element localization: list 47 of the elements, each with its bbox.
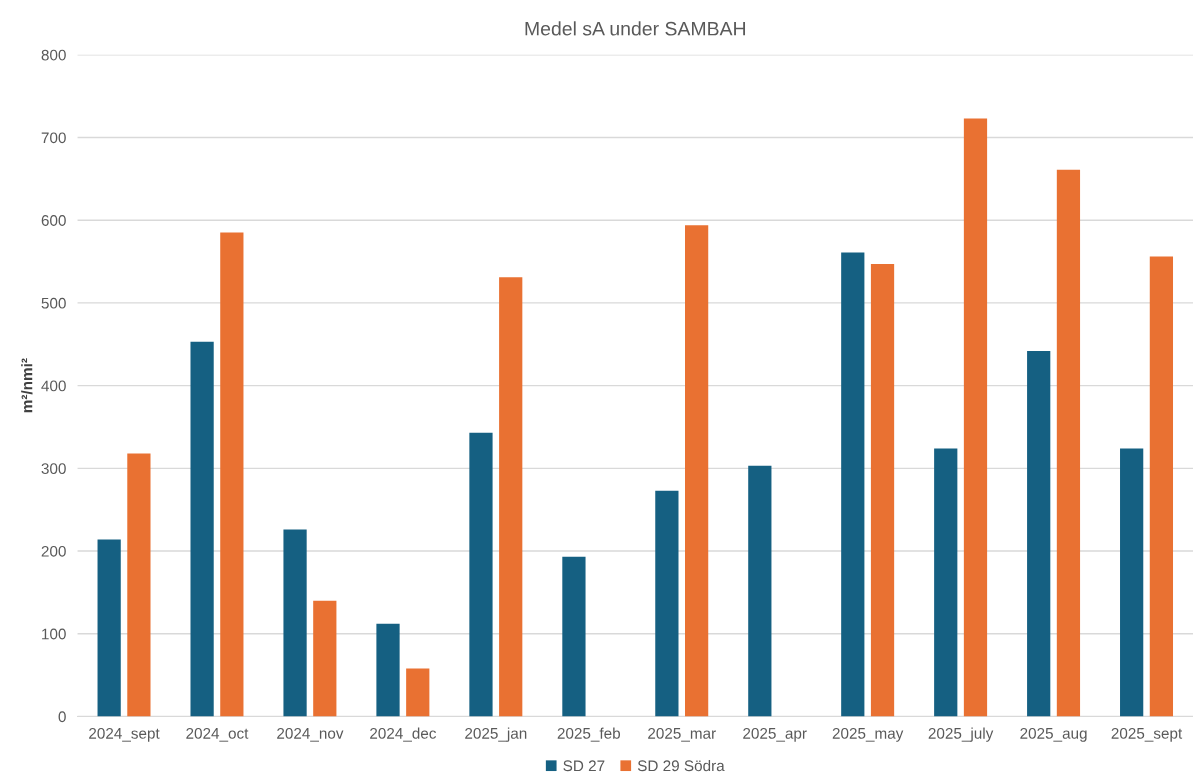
bar — [97, 539, 121, 717]
y-tick-label: 300 — [41, 463, 66, 475]
y-tick-label: 700 — [41, 132, 66, 144]
x-tick-label: 2025_feb — [557, 727, 621, 742]
bar — [1027, 350, 1051, 717]
y-tick-label: 600 — [41, 215, 66, 226]
x-tick-label: 2024_oct — [186, 727, 249, 742]
x-tick-label: 2025_apr — [743, 727, 807, 742]
bar — [283, 529, 307, 717]
bar — [1056, 169, 1081, 717]
chart-title: Medel sA under SAMBAH — [525, 21, 746, 36]
bar — [220, 232, 244, 717]
y-tick-label: 400 — [41, 380, 66, 392]
x-tick-label: 2025_jan — [465, 727, 527, 742]
y-tick-label: 500 — [41, 297, 66, 309]
bar — [127, 453, 151, 717]
bar — [376, 623, 400, 717]
x-tick-label: 2024_dec — [370, 727, 437, 742]
x-tick-label: 2025_sept — [1111, 727, 1183, 742]
bar — [406, 668, 430, 717]
x-tick-label: 2025_mar — [648, 727, 716, 742]
bar — [1120, 448, 1144, 717]
y-tick-label: 0 — [58, 711, 66, 723]
bar — [190, 341, 214, 717]
bar — [313, 600, 337, 717]
x-tick-label: 2024_sept — [89, 727, 160, 742]
bar — [1149, 256, 1174, 717]
x-tick-label: 2025_may — [832, 727, 904, 742]
bar — [655, 490, 679, 717]
y-tick-label: 200 — [41, 545, 66, 557]
bar — [499, 277, 523, 717]
bar — [934, 448, 958, 717]
bar — [870, 264, 895, 717]
bar — [841, 252, 865, 717]
legend-label: SD 27 — [563, 760, 605, 772]
y-tick-label: 100 — [42, 628, 66, 640]
bar — [748, 465, 772, 717]
y-tick-label: 800 — [41, 49, 66, 61]
y-axis-title: m²/nmi² — [21, 358, 33, 413]
bar — [469, 432, 493, 717]
x-tick-label: 2025_july — [928, 727, 994, 742]
legend-label: SD 29 Södra — [637, 759, 725, 772]
bar — [963, 118, 988, 717]
x-tick-label: 2024_nov — [277, 727, 344, 742]
x-tick-label: 2025_aug — [1020, 727, 1087, 742]
bar — [685, 225, 709, 717]
bar — [562, 556, 586, 717]
